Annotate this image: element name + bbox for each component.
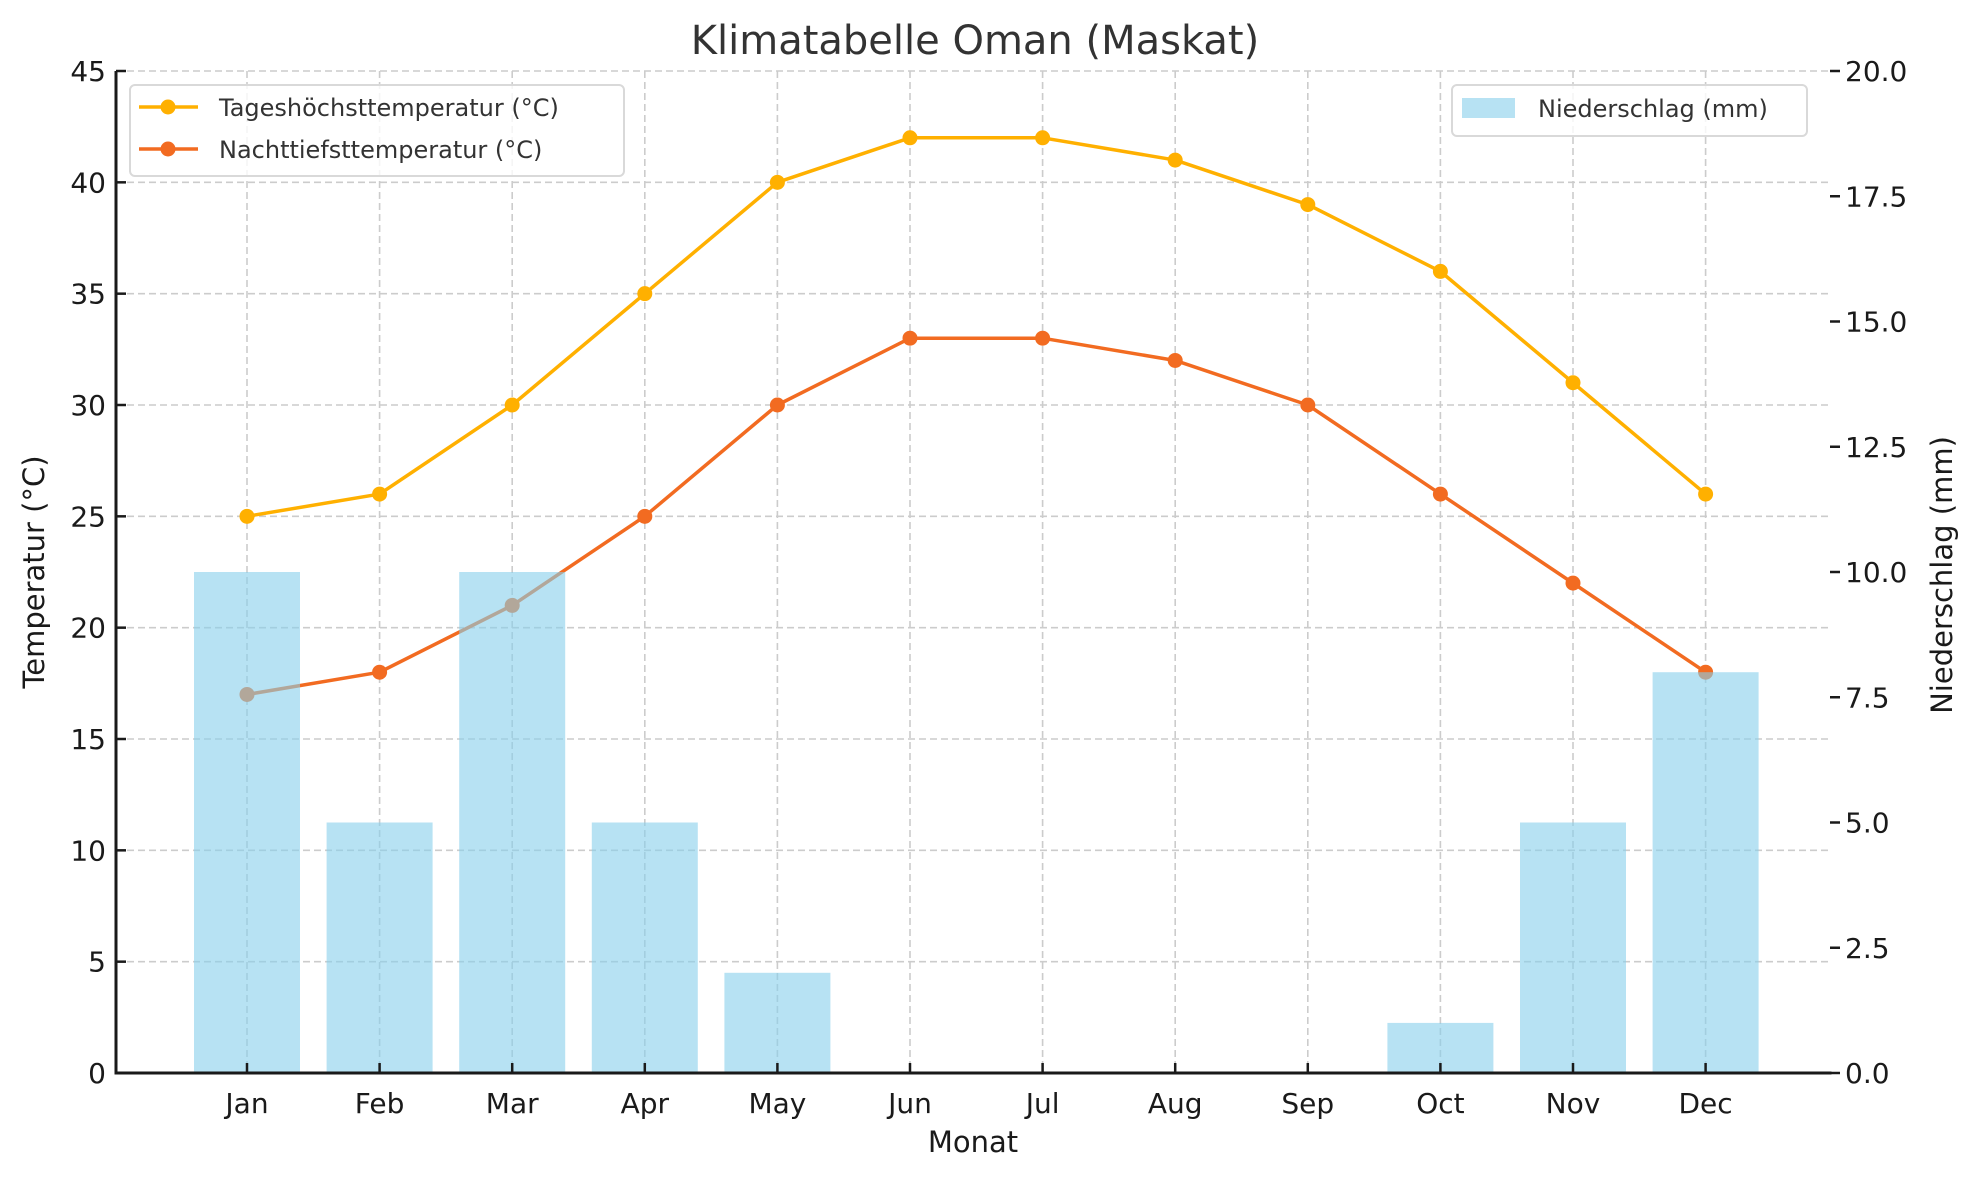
data-point-1-nov [1565,575,1581,591]
x-tick-label-feb: Feb [355,1087,405,1120]
x-tick-label-sep: Sep [1281,1087,1334,1120]
grid [116,70,1830,1074]
data-point-0-dec [1698,486,1714,502]
data-point-0-may [769,174,785,190]
y-tick-label-right: 15.0 [1845,306,1907,339]
data-point-0-jun [902,130,918,146]
y-tick-label-right: 7.5 [1845,681,1890,714]
precipitation-bar-jan [194,572,300,1073]
data-point-0-oct [1432,263,1448,279]
y-axis-left-label: Temperatur (°C) [17,455,51,689]
y-tick-label-left: 35 [70,278,106,311]
precipitation-bar-dec [1652,672,1759,1073]
legend-temperature: Tageshöchsttemperatur (°C) Nachttiefstte… [129,84,625,177]
y-tick-label-left: 0 [88,1057,106,1090]
precipitation-bar-nov [1520,822,1626,1073]
x-tick-label-mar: Mar [486,1087,539,1120]
y-tick-label-left: 15 [70,723,106,756]
data-point-0-jul [1035,130,1051,146]
x-tick-label-dec: Dec [1679,1087,1733,1120]
x-tick-label-oct: Oct [1416,1087,1464,1120]
data-point-1-may [769,397,785,413]
x-tick-label-nov: Nov [1546,1087,1601,1120]
axes [114,69,1840,1075]
y-axis-right-label: Niederschlag (mm) [1925,436,1959,714]
y-tick-label-right: 17.5 [1845,180,1907,213]
legend-high-label: Tageshöchsttemperatur (°C) [218,94,559,122]
data-point-1-jul [1035,330,1051,346]
y-tick-label-left: 20 [70,612,106,645]
data-point-0-jan [239,508,255,524]
x-tick-label-may: May [748,1087,806,1120]
y-tick-label-left: 5 [88,946,106,979]
precipitation-bars [194,572,1759,1073]
x-tick-label-aug: Aug [1148,1087,1203,1120]
tick-labels: 0 5 10 15 20 25 30 35 40 45 0.0 2.5 5.0 7.5 10.0 12.5 15… [70,55,1907,1120]
data-point-0-sep [1300,197,1316,213]
x-tick-label-jan: Jan [223,1087,268,1120]
x-tick-label-jul: Jul [1024,1087,1060,1120]
precipitation-bar-apr [591,822,698,1073]
precipitation-bar-mar [459,572,566,1073]
y-tick-label-right: 12.5 [1845,431,1907,464]
x-tick-label-jun: Jun [886,1087,932,1120]
data-point-0-mar [504,397,520,413]
data-point-1-feb [372,664,388,680]
data-point-1-apr [637,508,653,524]
precipitation-bar-feb [326,822,433,1073]
x-axis-label: Monat [928,1125,1018,1159]
y-tick-label-right: 5.0 [1845,807,1890,840]
y-tick-label-right: 2.5 [1845,932,1890,965]
legend-precipitation-swatch [1462,98,1515,118]
data-point-0-feb [372,486,388,502]
data-point-0-aug [1167,152,1183,168]
legend-low-marker [160,141,176,157]
legend-precipitation-label: Niederschlag (mm) [1538,95,1768,123]
y-tick-label-left: 25 [70,500,106,533]
legend-precipitation: Niederschlag (mm) [1451,84,1808,137]
data-point-1-aug [1167,352,1183,368]
legend-temperature-frame [129,84,625,177]
data-point-1-oct [1432,486,1448,502]
y-tick-label-right: 20.0 [1845,55,1907,88]
chart-title: Klimatabelle Oman (Maskat) [691,18,1259,64]
y-tick-label-left: 10 [70,834,106,867]
y-tick-label-left: 30 [70,389,106,422]
data-point-1-sep [1300,397,1316,413]
data-point-0-apr [637,286,653,302]
y-tick-label-right: 0.0 [1845,1057,1890,1090]
legend-low-label: Nachttiefsttemperatur (°C) [219,136,542,164]
x-tick-label-apr: Apr [621,1087,670,1120]
y-tick-label-left: 40 [70,166,106,199]
line-series-0 [246,136,1707,519]
data-point-1-jun [902,330,918,346]
y-tick-label-left: 45 [70,55,106,88]
y-tick-label-right: 10.0 [1845,556,1907,589]
legend-high-marker [160,99,176,115]
legend-precipitation-frame [1451,84,1808,137]
data-point-0-nov [1565,375,1581,391]
precipitation-bar-may [724,972,831,1073]
